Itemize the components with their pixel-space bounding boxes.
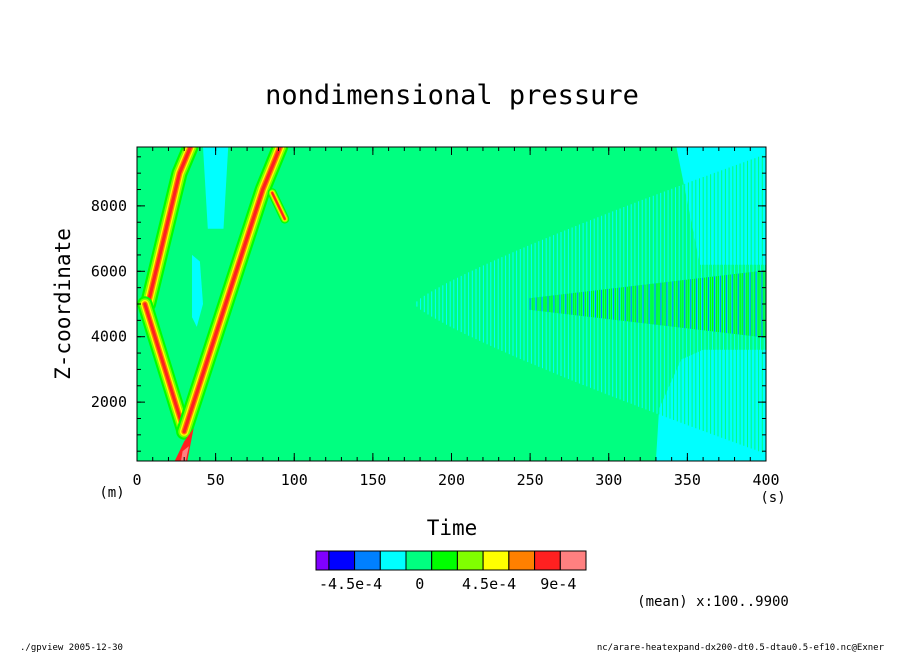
colorbar-tick-label: 4.5e-4	[462, 575, 516, 593]
y-tick-label: 4000	[91, 328, 127, 346]
y-tick-label: 6000	[91, 262, 127, 280]
colorbar-swatch	[559, 550, 587, 571]
x-tick-label: 400	[752, 471, 779, 489]
y-tick-label: 2000	[91, 393, 127, 411]
x-unit-label: (s)	[760, 490, 785, 506]
y-tick-label: 8000	[91, 197, 127, 215]
colorbar-swatch	[482, 550, 510, 571]
colorbar-swatch	[508, 550, 536, 571]
chart-title: nondimensional pressure	[265, 80, 639, 111]
y-axis-label: Z-coordinate	[51, 228, 75, 380]
bottom-peak-contour	[174, 428, 194, 461]
x-tick-label: 300	[595, 471, 622, 489]
x-axis-ticks: 0 50 100 150 200 250 300 350 400	[132, 147, 780, 489]
footer-left: ./gpview 2005-12-30	[20, 643, 123, 653]
colorbar-tick-label: -4.5e-4	[319, 575, 382, 593]
colorbar-swatch	[534, 550, 561, 571]
x-tick-label: 250	[517, 471, 544, 489]
contour-field	[137, 147, 766, 461]
colorbar-swatch	[456, 550, 484, 571]
footer-right: nc/arare-heatexpand-dx200-dt0.5-dtau0.5-…	[597, 643, 885, 653]
wave-contour-upper-left-outer	[146, 147, 193, 306]
colorbar-tick-label: 0	[415, 575, 424, 593]
cyan-region-0	[203, 147, 229, 229]
x-tick-label: 150	[359, 471, 386, 489]
colorbar-swatch	[405, 550, 433, 571]
x-tick-label: 350	[674, 471, 701, 489]
bottom-peak-core	[181, 446, 189, 461]
colorbar-swatch	[315, 550, 330, 571]
wave-contour-lower-left	[143, 302, 186, 434]
colorbar-swatch	[431, 550, 458, 571]
x-tick-label: 0	[132, 471, 141, 489]
colorbar-swatch	[354, 550, 381, 571]
wave-contour-right-tail	[271, 191, 286, 220]
colorbar-swatch	[328, 550, 356, 571]
y-unit-label: (m)	[99, 485, 124, 501]
wave-contour-reflected-upward	[182, 147, 282, 434]
x-tick-label: 50	[207, 471, 225, 489]
cyan-region-1	[192, 254, 203, 327]
colorbar: -4.5e-4 0 4.5e-4 9e-4	[315, 550, 587, 593]
x-tick-label: 100	[281, 471, 308, 489]
mean-note: (mean) x:100..9900	[637, 594, 789, 610]
x-axis-label: Time	[427, 516, 478, 540]
y-axis-ticks: 2000 4000 6000 8000	[91, 156, 766, 452]
colorbar-tick-label: 9e-4	[540, 575, 576, 593]
x-tick-label: 200	[438, 471, 465, 489]
colorbar-swatch	[379, 550, 407, 571]
